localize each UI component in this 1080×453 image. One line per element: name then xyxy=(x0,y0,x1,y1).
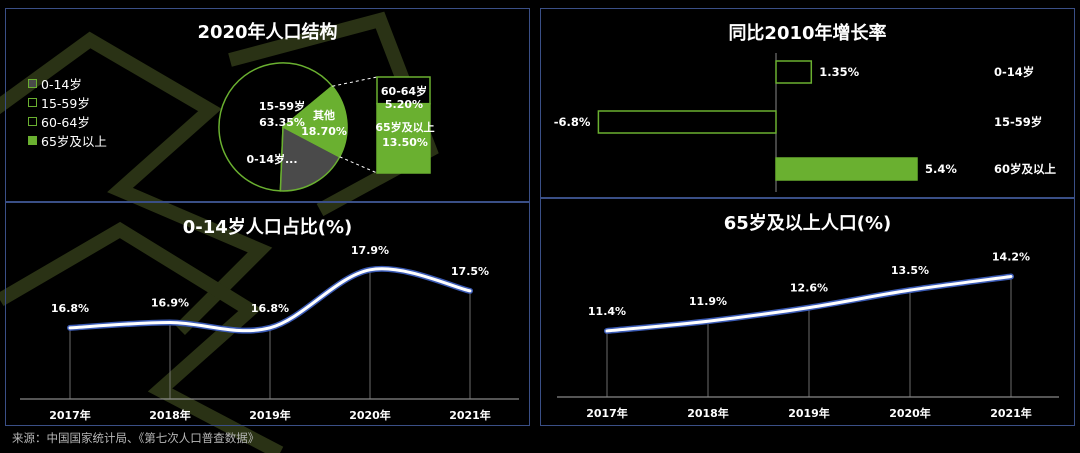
breakdown-65-plus xyxy=(376,102,431,174)
pie-slice-0-14 xyxy=(279,125,341,192)
growth-value-0-14: 1.35% xyxy=(819,65,859,79)
growth-category-0-14: 0-14岁 xyxy=(994,65,1034,79)
legend-label: 60-64岁 xyxy=(41,115,90,130)
x-tick-label: 2017年 xyxy=(586,406,628,420)
x-tick-label: 2018年 xyxy=(149,408,191,422)
data-label: 13.5% xyxy=(891,264,929,277)
legend-label: 15-59岁 xyxy=(41,96,90,111)
series-line xyxy=(605,275,1013,333)
pie-slice-15-59 xyxy=(218,62,334,192)
x-tick-label: 2021年 xyxy=(990,406,1032,420)
x-tick-label: 2018年 xyxy=(687,406,729,420)
x-tick-label: 2021年 xyxy=(449,408,491,422)
connector-line xyxy=(332,76,378,87)
growth-title: 同比2010年增长率 xyxy=(728,23,887,44)
legend-label: 65岁及以上 xyxy=(41,134,107,149)
connector-line xyxy=(339,156,378,174)
data-label: 11.4% xyxy=(588,305,626,318)
data-label: 16.9% xyxy=(151,297,189,310)
data-label: 17.9% xyxy=(351,244,389,257)
pie-label-other-value: 18.70% xyxy=(301,125,347,138)
breakdown-label-60-64-name: 60-64岁 xyxy=(381,84,427,98)
pie-label-other-name: 其他 xyxy=(313,108,335,122)
youth-chart: 16.8% 16.9% 16.8% 17.9% 17.5% 2017年 2018… xyxy=(20,244,519,422)
legend-item: 65岁及以上 xyxy=(28,131,107,150)
youth-panel: 0-14岁人口占比(%) 16.8% 16.9% 16.8% 17.9% 17.… xyxy=(5,202,530,426)
x-tick-label: 2019年 xyxy=(249,408,291,422)
elderly-chart: 11.4% 11.9% 12.6% 13.5% 14.2% 2017年 2018… xyxy=(557,251,1059,420)
pie-label-15-59-name: 15-59岁 xyxy=(259,99,305,113)
breakdown-60-64 xyxy=(376,76,431,105)
series-line-shadow xyxy=(67,265,473,334)
growth-bar-60-plus xyxy=(775,157,918,181)
structure-panel: 2020年人口结构 0-14岁 15-59岁 60-64岁 65岁及以上 15-… xyxy=(5,8,530,202)
structure-legend: 0-14岁 15-59岁 60-64岁 65岁及以上 xyxy=(28,74,107,150)
source-note: 来源：中国国家统计局、《第七次人口普查数据》 xyxy=(12,431,260,445)
breakdown-label-65-value: 13.50% xyxy=(382,136,428,149)
growth-category-60-plus: 60岁及以上 xyxy=(994,162,1057,176)
legend-label: 0-14岁 xyxy=(41,77,82,92)
growth-category-15-59: 15-59岁 xyxy=(994,115,1042,129)
legend-item: 60-64岁 xyxy=(28,112,107,131)
growth-panel: 同比2010年增长率 1.35% -6.8% 5.4% 0-14岁 15-59岁… xyxy=(540,8,1075,198)
growth-chart: 1.35% -6.8% 5.4% 0-14岁 15-59岁 60岁及以上 xyxy=(554,53,1057,192)
structure-chart: 15-59岁 63.35% 其他 18.70% 0-14岁... 60-64岁 … xyxy=(218,62,435,192)
x-tick-label: 2020年 xyxy=(889,406,931,420)
elderly-panel: 65岁及以上人口(%) 11.4% 11.9% 12.6% 13.5% 14.2… xyxy=(540,198,1075,426)
legend-item: 0-14岁 xyxy=(28,74,107,93)
legend-swatch-outline xyxy=(28,98,37,107)
growth-bar-15-59 xyxy=(597,110,777,134)
x-tick-label: 2019年 xyxy=(788,406,830,420)
elderly-title: 65岁及以上人口(%) xyxy=(723,213,892,234)
pie-label-0-14: 0-14岁... xyxy=(246,152,297,166)
legend-item: 15-59岁 xyxy=(28,93,107,112)
growth-bar-0-14 xyxy=(775,60,813,84)
data-label: 12.6% xyxy=(790,282,828,295)
legend-swatch-green xyxy=(28,136,37,145)
growth-value-60-plus: 5.4% xyxy=(925,162,957,176)
growth-value-15-59: -6.8% xyxy=(554,115,591,129)
x-tick-label: 2017年 xyxy=(49,408,91,422)
pie-label-0-14-name: 0-14岁... xyxy=(246,152,297,166)
data-label: 14.2% xyxy=(992,251,1030,264)
data-label: 16.8% xyxy=(51,302,89,315)
pie-label-15-59-value: 63.35% xyxy=(259,116,305,129)
youth-title: 0-14岁人口占比(%) xyxy=(182,217,353,238)
pie-slice-other xyxy=(281,85,348,158)
legend-swatch-outline xyxy=(28,117,37,126)
data-label: 11.9% xyxy=(689,295,727,308)
data-label: 16.8% xyxy=(251,302,289,315)
legend-swatch-gray xyxy=(28,79,37,88)
breakdown-label-65-name: 65岁及以上 xyxy=(375,120,434,134)
breakdown-label-60-64-value: 5.20% xyxy=(385,98,423,111)
structure-title: 2020年人口结构 xyxy=(197,22,338,43)
data-label: 17.5% xyxy=(451,265,489,278)
x-tick-label: 2020年 xyxy=(349,408,391,422)
series-line xyxy=(68,267,472,333)
